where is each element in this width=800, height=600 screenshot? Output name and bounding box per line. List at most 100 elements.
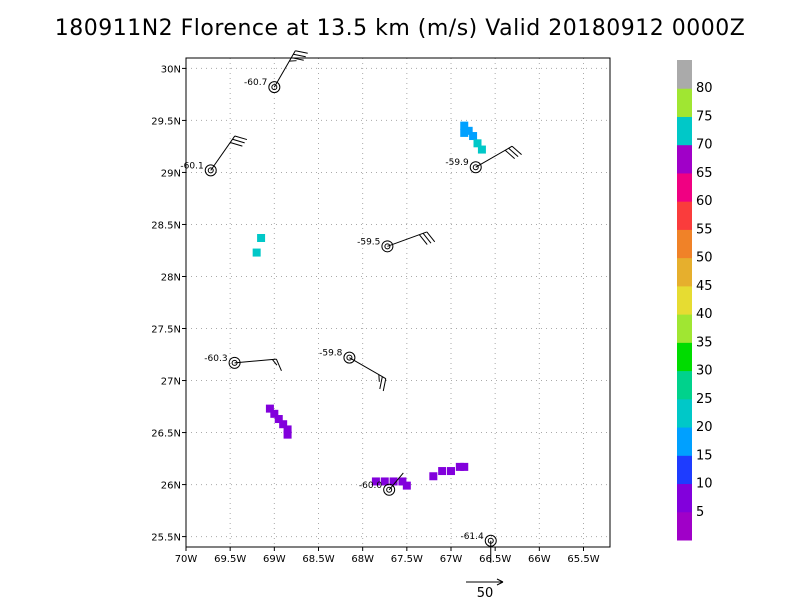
reference-arrowhead (496, 578, 504, 586)
colorbar-label: 65 (696, 166, 713, 181)
y-tick-label: 28N (161, 272, 181, 283)
wind-staff (273, 50, 296, 88)
colorbar-swatch (677, 257, 692, 287)
wind-barb (426, 231, 436, 243)
speed-pixel (252, 248, 261, 257)
wind-staff (388, 472, 404, 491)
colorbar-label: 40 (696, 307, 713, 322)
speed-pixel (455, 462, 464, 471)
station: -59.8 (319, 349, 387, 392)
colorbar-swatch (677, 398, 692, 428)
colorbar-label: 80 (696, 81, 713, 96)
station-ring-inner (271, 84, 278, 91)
colorbar-label: 50 (696, 251, 713, 266)
speed-pixel (447, 467, 455, 476)
wind-barb (295, 50, 308, 54)
x-tick-label: 70W (175, 554, 198, 565)
station-ring-outer (268, 81, 281, 94)
station: -61.4 (460, 532, 497, 563)
station-value: -60.1 (180, 161, 203, 171)
x-axis-ticks: 70W 69.5W 69W 68.5W 68W 67.5W 67W 66.5W 66W 65.5W (175, 547, 600, 565)
wind-barb (418, 234, 428, 245)
colorbar-label: 10 (696, 477, 713, 492)
station-ring-inner (472, 164, 479, 171)
y-tick-label: 27.5N (151, 325, 181, 336)
grid-lines (186, 58, 610, 547)
speed-pixel (429, 472, 438, 481)
colorbar-swatch (677, 342, 692, 372)
colorbar-label: 60 (696, 194, 713, 209)
y-tick-label: 28.5N (151, 220, 181, 231)
y-tick-label: 29.5N (151, 116, 181, 127)
station-ring-outer (343, 351, 356, 364)
speed-pixel (469, 132, 478, 141)
speed-pixel (380, 477, 389, 486)
station: -59.5 (357, 231, 436, 253)
y-tick-label: 26.5N (151, 429, 181, 440)
colorbar-swatch (677, 455, 692, 485)
wind-staff (210, 135, 236, 171)
colorbar-swatch (677, 144, 692, 174)
speed-pixel (283, 425, 292, 434)
wind-barb (382, 378, 387, 392)
station-ring-outer (381, 240, 394, 253)
wind-staff (234, 358, 277, 364)
colorbar-label: 25 (696, 392, 713, 407)
station-value: -60.7 (244, 78, 267, 88)
station-ring-inner (386, 486, 393, 493)
x-tick-label: 69.5W (214, 554, 246, 565)
station-value: -60.3 (204, 354, 227, 364)
x-tick-label: 65.5W (567, 554, 599, 565)
colorbar-swatch (677, 285, 692, 315)
speed-pixels (252, 121, 486, 490)
stations: -60.7 -60.1 -59.9 -59.5 -60.3 -59.8 -60.0 -61.4 (180, 50, 522, 563)
x-tick-label: 66.5W (479, 554, 511, 565)
speed-pixel (402, 481, 411, 490)
wind-barb (379, 376, 383, 390)
wind-barb (293, 53, 306, 58)
reference-vector: 50 (466, 578, 504, 600)
plot-frame (185, 57, 611, 548)
wind-barb (232, 138, 245, 144)
speed-pixel (270, 409, 279, 418)
speed-pixel (274, 415, 283, 424)
y-axis-ticks: 25.5N 26N 26.5N 27N 27.5N 28N 28.5N 29N 29.5N 30N (151, 64, 186, 544)
y-tick-label: 29N (161, 168, 181, 179)
colorbar-swatch (677, 483, 692, 513)
y-tick-label: 26N (161, 481, 181, 492)
colorbar-swatch (677, 314, 692, 343)
colorbar-label: 30 (696, 364, 713, 379)
station-ring-outer (469, 161, 482, 174)
wind-staff (349, 357, 387, 380)
station: -60.1 (180, 135, 248, 177)
y-tick-label: 25.5N (151, 533, 181, 544)
speed-pixel (371, 477, 380, 486)
x-tick-label: 68W (351, 554, 374, 565)
colorbar-label: 75 (696, 109, 713, 124)
colorbar-swatch (677, 88, 692, 117)
speed-pixel (460, 121, 469, 130)
wind-barb (275, 358, 282, 371)
colorbar-label: 5 (696, 505, 704, 520)
wind-staff (475, 145, 513, 168)
colorbar-swatch (677, 172, 692, 202)
speed-pixel (460, 128, 469, 137)
station: -60.7 (244, 50, 308, 94)
station-ring-inner (384, 243, 391, 250)
speed-pixel (473, 139, 482, 148)
x-tick-label: 69W (263, 554, 286, 565)
y-tick-label: 27N (161, 377, 181, 388)
chart-title: 180911N2 Florence at 13.5 km (m/s) Valid… (54, 16, 746, 41)
colorbar-swatch (677, 511, 692, 541)
station-value: -61.4 (460, 532, 484, 542)
colorbar-swatch (677, 370, 692, 400)
station-value: -60.0 (359, 481, 383, 491)
station-ring-outer (383, 483, 396, 496)
colorbar-swatch (677, 201, 692, 230)
speed-pixel (398, 477, 407, 486)
colorbar-label: 20 (696, 420, 713, 435)
wind-barb (422, 233, 432, 244)
wind-barb (511, 145, 522, 156)
wind-barb (508, 147, 519, 158)
